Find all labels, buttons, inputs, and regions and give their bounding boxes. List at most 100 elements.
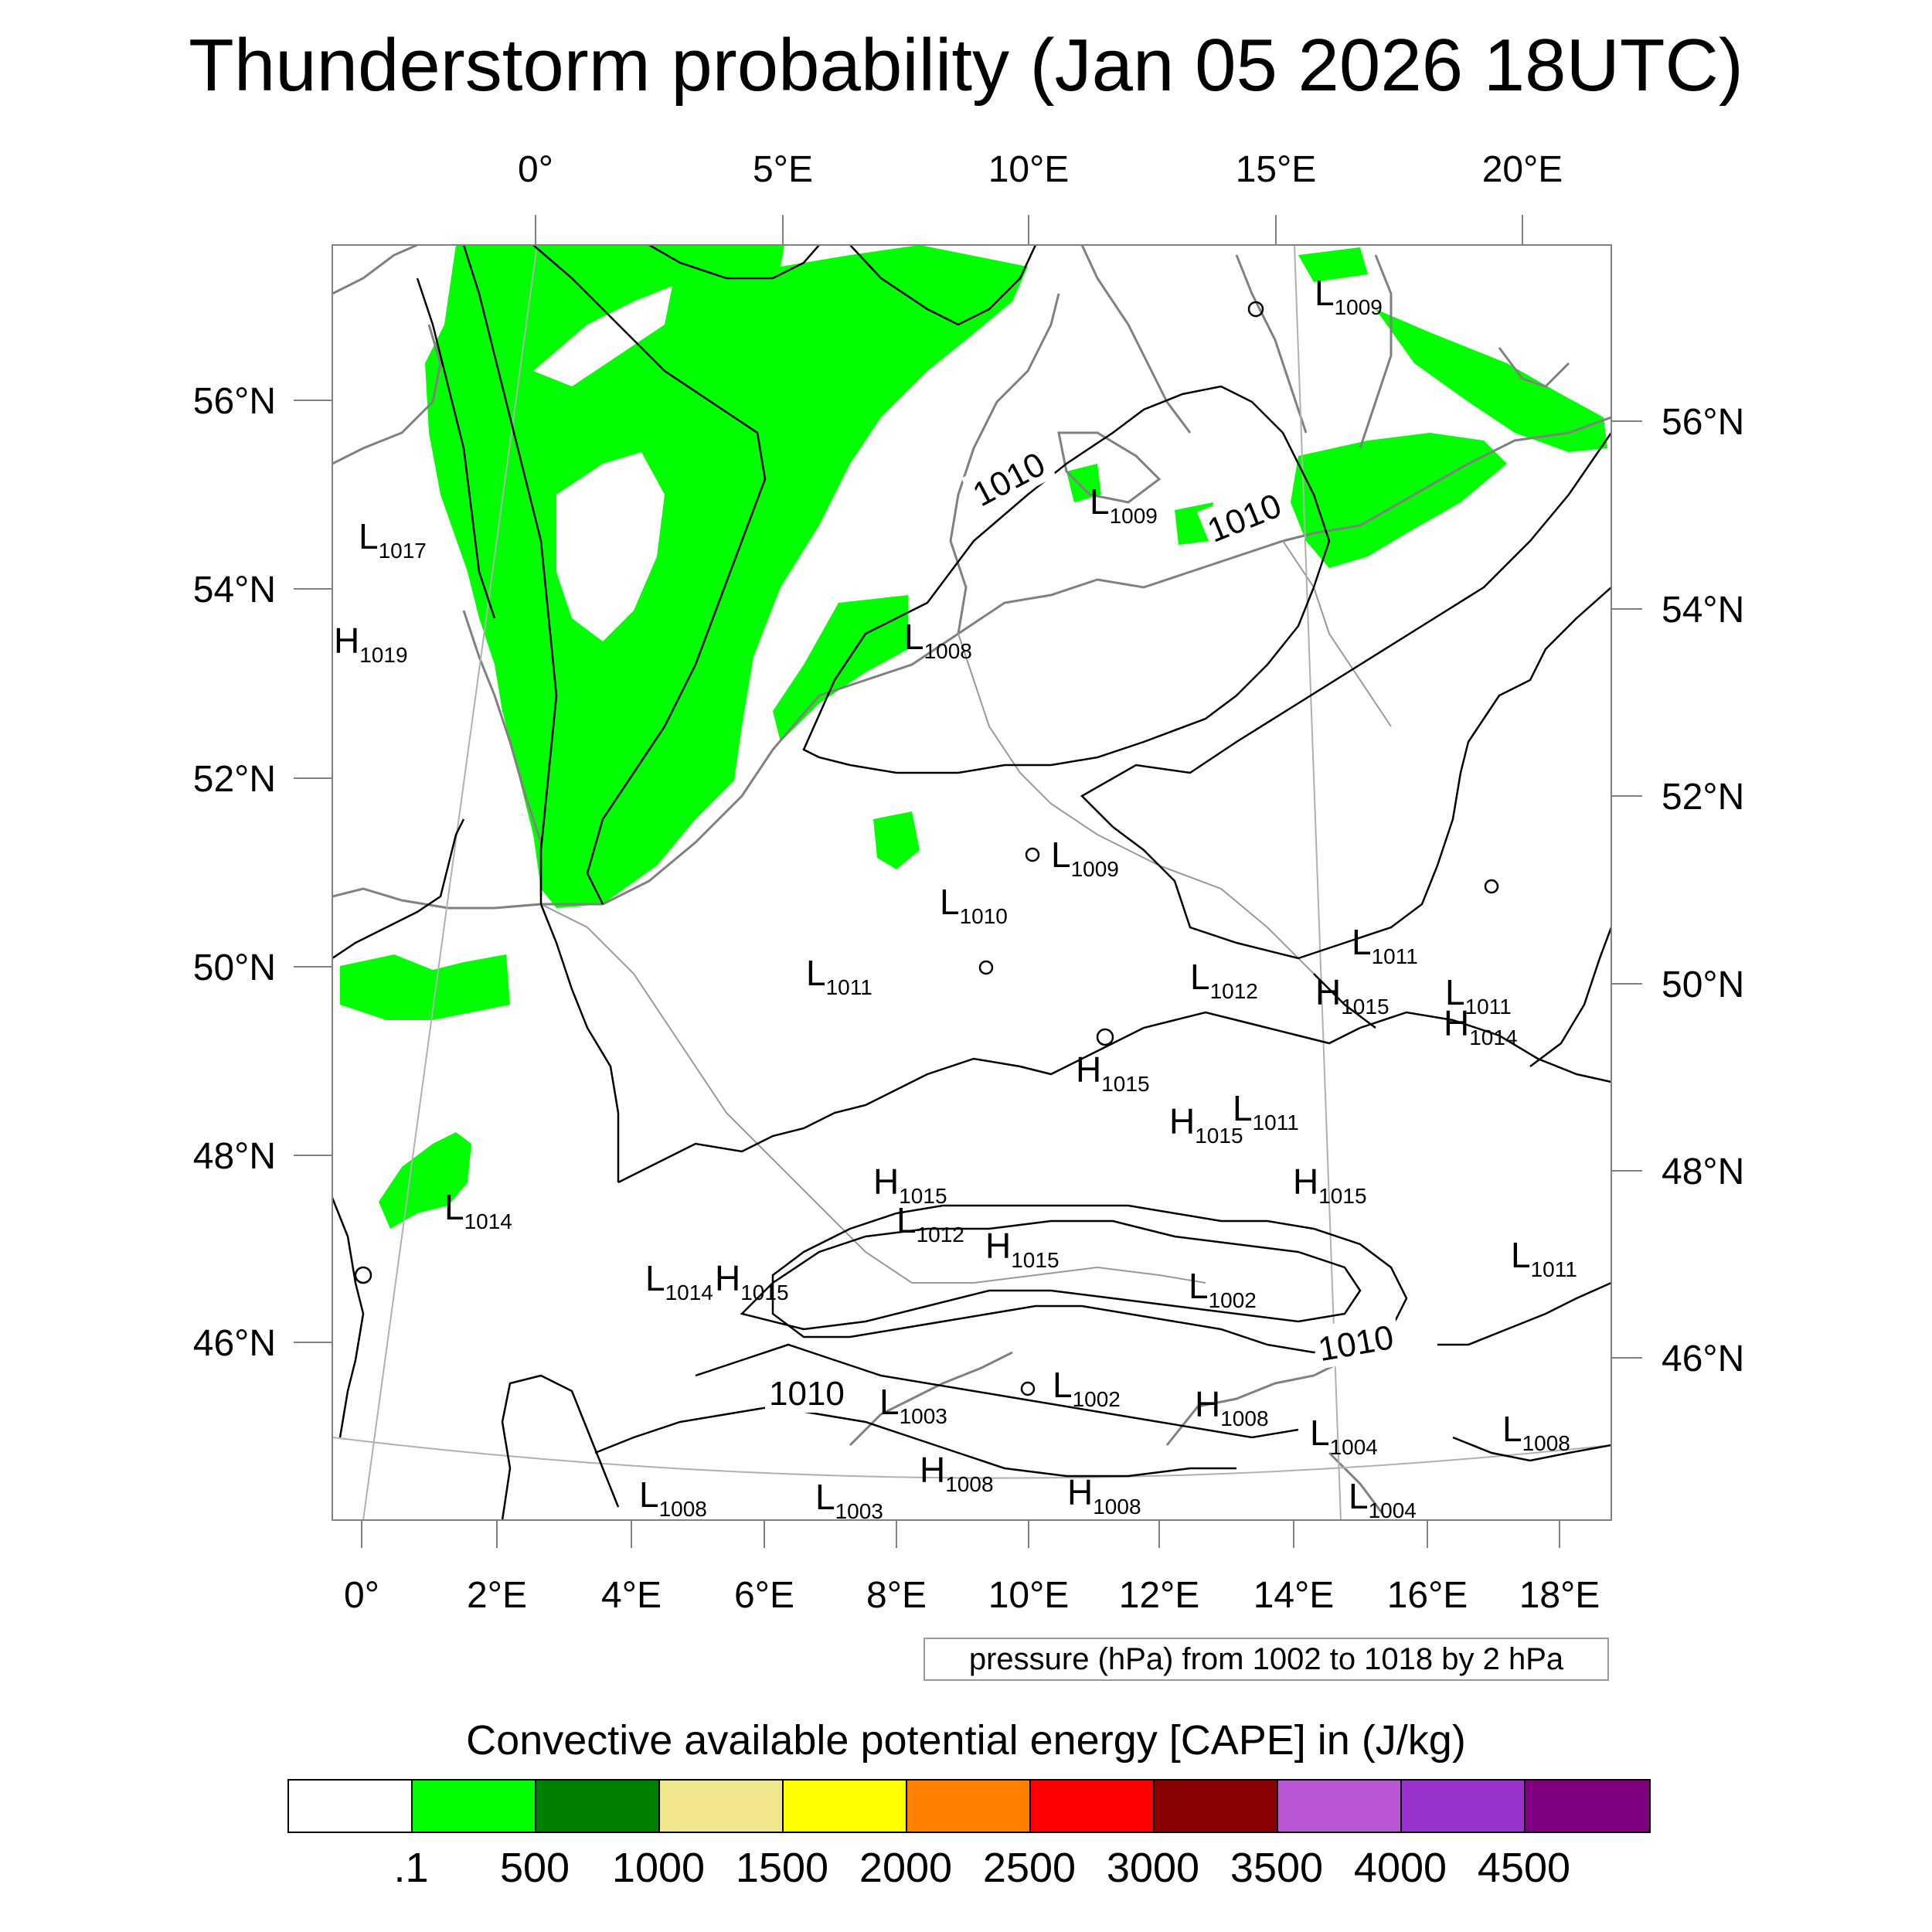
pressure-center: L1008 [639,1475,707,1521]
pressure-center: H1008 [1195,1384,1269,1430]
colorbar-label: 1000 [611,1845,706,1891]
coastline [541,632,959,906]
right-axis [1611,420,1642,1359]
pressure-center: L1010 [940,882,1008,928]
pressure-center: L1009 [1090,481,1158,528]
bottom-lon-label: 18°E [1519,1575,1600,1616]
isobar [1112,718,1485,960]
left-axis-labels: 56°N 54°N 52°N 50°N 48°N 46°N [193,381,276,1364]
meridian-line [1294,245,1342,1520]
isobar [740,1219,1362,1331]
isobar-ring [1247,301,1264,318]
isobar [1437,1281,1611,1346]
cape-gap [556,452,665,641]
coastline-layer [332,245,1611,1515]
bottom-lon-label: 4°E [601,1575,662,1616]
coastline [1080,245,1192,434]
pressure-center: L1012 [896,1200,964,1247]
bottom-lon-label: 12°E [1119,1575,1200,1616]
isobar [1452,1436,1611,1462]
isobar [648,245,820,280]
colorbar-label: 2500 [982,1845,1077,1891]
top-lon-label: 20°E [1482,149,1563,190]
pressure-center: L1003 [815,1477,883,1523]
top-axis [535,215,1523,245]
isobar [1359,1011,1611,1083]
colorbar-label: 3000 [1106,1845,1200,1891]
right-axis-labels: 56°N 54°N 52°N 50°N 48°N 46°N [1662,402,1744,1379]
right-lat-label: 52°N [1662,777,1744,818]
left-lat-label: 48°N [193,1136,276,1177]
bottom-lon-label: 2°E [467,1575,527,1616]
bottom-lon-label: 14°E [1253,1575,1335,1616]
isobar-ring [1484,879,1499,894]
isobar-ring [354,1266,372,1284]
isobar-ring [978,960,994,975]
coastline [1498,347,1570,388]
pressure-center: L1014 [444,1187,512,1233]
pressure-center: L1017 [359,516,427,563]
colorbar-label: 2000 [859,1845,953,1891]
bottom-axis-labels: 0° 2°E 4°E 6°E 8°E 10°E 12°E 14°E 16°E 1… [344,1575,1600,1616]
border-line [540,903,727,1114]
isobar [532,245,767,905]
colorbar [287,1779,1651,1833]
coastline [1165,1359,1345,1446]
coastline [1235,254,1308,434]
border-layer [540,540,1392,1284]
pressure-center: L1011 [806,953,872,999]
isobar [1482,587,1611,719]
coastline [1359,254,1393,449]
pressure-center: L1008 [904,617,972,663]
top-lon-label: 15°E [1236,149,1317,190]
top-lon-label: 5°E [753,149,813,190]
bottom-axis [361,1520,1560,1548]
map-title: Thunderstorm probability (Jan 05 2026 18… [189,24,1743,107]
cape-region-baltic [1291,433,1507,568]
border-line [912,1266,1206,1284]
colorbar-swatch [1155,1781,1278,1832]
right-lat-label: 56°N [1662,402,1744,443]
contour-label-bg [1311,1312,1403,1370]
bottom-lon-label: 0° [344,1575,379,1616]
cape-region-lowlands [773,595,908,742]
isobar [594,1405,1236,1478]
right-lat-label: 48°N [1662,1151,1744,1192]
right-lat-label: 54°N [1662,590,1744,631]
contour-label-bg [1196,480,1292,552]
pressure-center: L1011 [1445,972,1512,1019]
isobar [332,1197,365,1438]
colorbar-label: 4000 [1353,1845,1447,1891]
pressure-center: H1015 [1293,1162,1367,1208]
coastline [332,245,418,295]
pressure-center: L1012 [1190,957,1258,1003]
coastline [1057,431,1162,504]
isobar-ring [1025,847,1040,862]
coastline [957,539,1284,635]
pressure-center: H1015 [1076,1049,1150,1096]
border-line [1282,540,1392,727]
cape-gap-layer [533,286,672,641]
colorbar-swatch [413,1781,536,1832]
right-lat-label: 46°N [1662,1338,1744,1379]
bottom-lon-label: 8°E [866,1575,927,1616]
colorbar-swatch [907,1781,1031,1832]
coastline [849,1351,1013,1447]
colorbar-swatch [536,1781,660,1832]
left-lat-label: 56°N [193,381,276,422]
bottom-lon-label: 10°E [988,1575,1070,1616]
cape-region-denmark [1066,464,1101,502]
pressure-center: L1008 [1502,1409,1570,1455]
isobar [539,903,620,1182]
plot-frame [332,244,1612,1521]
parallel-line [332,1437,1611,1479]
pressure-center: L1009 [1051,835,1119,881]
pressure-center: L1011 [1352,922,1418,968]
colorbar-swatch [1031,1781,1155,1832]
isobar [501,1374,620,1520]
right-lat-label: 50°N [1662,964,1744,1005]
pressure-center: L1002 [1053,1365,1121,1411]
meridian-line [362,245,538,1520]
isobar [332,818,465,960]
contour-label-bg [765,1370,850,1413]
